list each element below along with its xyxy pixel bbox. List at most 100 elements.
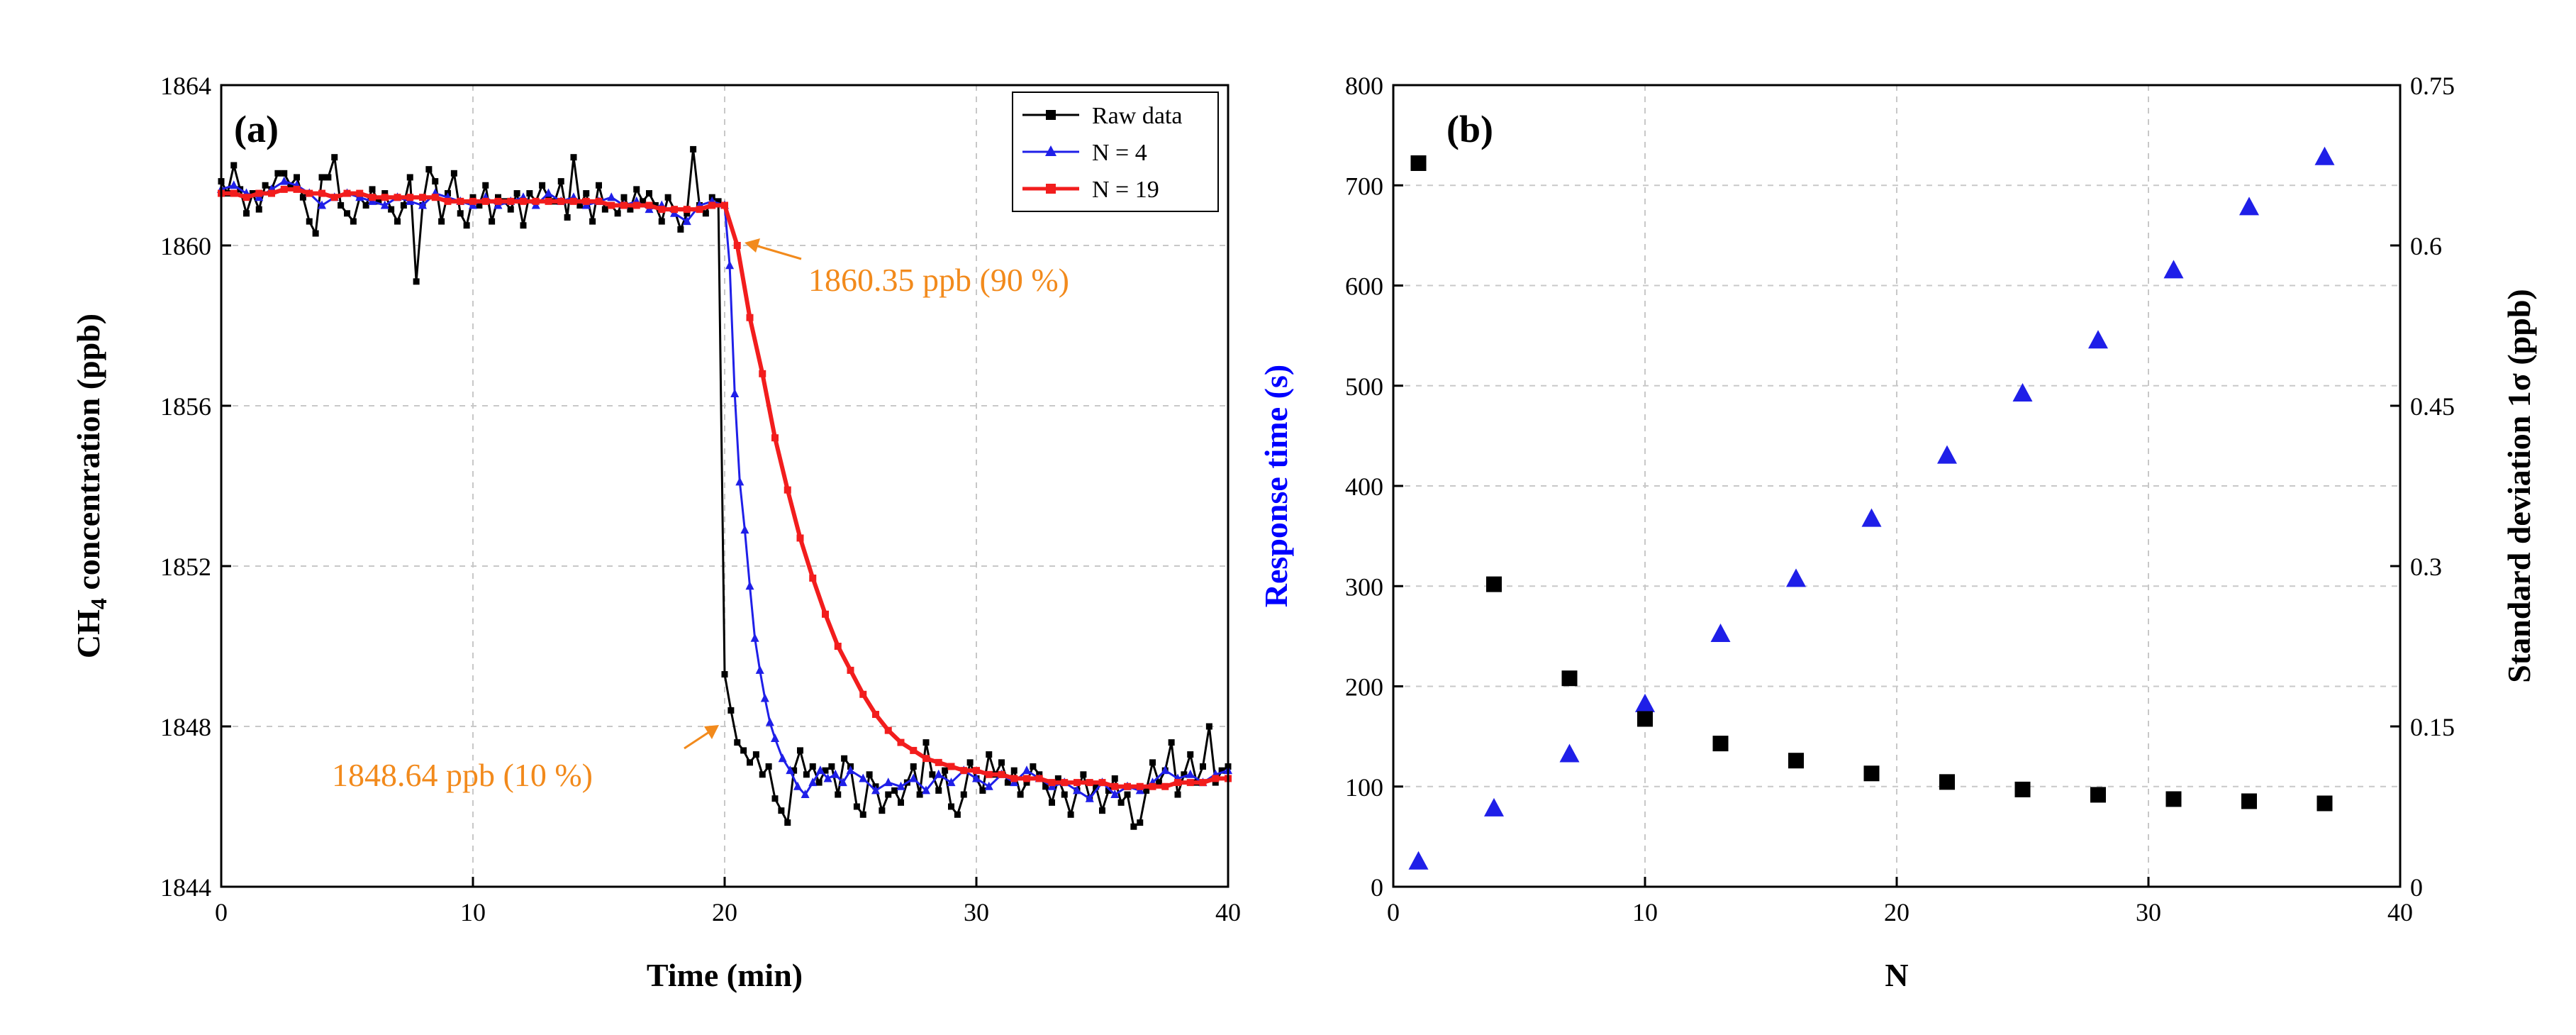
panel-a-point-0 bbox=[564, 214, 571, 221]
panel-a-point-2 bbox=[381, 194, 389, 201]
panel-a-point-2 bbox=[255, 189, 263, 197]
panel-a-point-2 bbox=[658, 206, 666, 214]
panel-a-point-2 bbox=[847, 666, 854, 674]
panel-a-point-2 bbox=[721, 201, 728, 209]
panel-a-point-0 bbox=[822, 767, 829, 774]
panel-a-point-2 bbox=[733, 242, 741, 249]
panel-a-grid bbox=[221, 85, 1228, 887]
panel-b-grid bbox=[1393, 85, 2400, 887]
response-time-point bbox=[1484, 797, 1504, 817]
panel-a-point-0 bbox=[1117, 799, 1125, 806]
panel-a-point-1 bbox=[725, 260, 735, 270]
panel-b-left-tick-label: 700 bbox=[1345, 172, 1383, 200]
panel-a-point-0 bbox=[734, 739, 741, 746]
panel-a-point-0 bbox=[299, 194, 306, 201]
panel-a-point-2 bbox=[884, 726, 892, 734]
panel-a-point-1 bbox=[786, 765, 795, 775]
panel-a-point-1 bbox=[823, 773, 832, 782]
panel-a-point-1 bbox=[318, 200, 326, 209]
panel-a-point-0 bbox=[1200, 763, 1206, 770]
panel-a-point-0 bbox=[966, 759, 974, 766]
panel-a-point-0 bbox=[815, 779, 823, 786]
panel-a-point-1 bbox=[760, 693, 769, 702]
panel-b-left-tick-label: 500 bbox=[1345, 372, 1383, 401]
panel-a-point-0 bbox=[526, 190, 533, 197]
panel-a-point-0 bbox=[539, 182, 546, 189]
panel-b-left-tick-label: 200 bbox=[1345, 673, 1383, 702]
panel-a-point-2 bbox=[1035, 775, 1043, 782]
panel-b-label: (b) bbox=[1446, 108, 1493, 150]
panel-a-point-1 bbox=[947, 777, 956, 787]
std-dev-point bbox=[2241, 793, 2257, 809]
panel-a-point-0 bbox=[752, 751, 759, 758]
annotation-90-arrow-head bbox=[745, 238, 760, 253]
panel-a-point-0 bbox=[1137, 819, 1144, 826]
panel-b-left-tick-label: 600 bbox=[1345, 272, 1383, 301]
panel-a-point-2 bbox=[708, 201, 716, 209]
panel-a-point-2 bbox=[406, 194, 414, 201]
panel-a-point-1 bbox=[801, 790, 810, 799]
panel-b-left-axis-title: Response time (s) bbox=[1258, 365, 1294, 607]
panel-a-point-2 bbox=[1161, 782, 1169, 790]
panel-a-point-0 bbox=[646, 190, 652, 197]
panel-a-point-0 bbox=[954, 811, 961, 818]
panel-a-point-2 bbox=[507, 197, 515, 205]
panel-a-point-1 bbox=[1110, 790, 1120, 799]
panel-a-series bbox=[217, 145, 1232, 830]
panel-a-point-2 bbox=[444, 197, 452, 205]
response-time-point bbox=[1937, 445, 1957, 464]
panel-a-point-2 bbox=[268, 189, 275, 197]
panel-a-point-2 bbox=[330, 194, 338, 201]
panel-a-point-0 bbox=[1187, 751, 1194, 758]
panel-a-point-1 bbox=[972, 773, 981, 782]
panel-a-point-2 bbox=[1111, 782, 1119, 790]
panel-a-point-2 bbox=[1136, 782, 1144, 790]
panel-a-point-0 bbox=[545, 194, 552, 201]
panel-a-point-0 bbox=[576, 202, 584, 209]
panel-a-point-2 bbox=[1199, 779, 1207, 787]
panel-b-right-tick-label: 0.45 bbox=[2410, 392, 2455, 421]
legend-n19-text: N = 19 bbox=[1092, 177, 1159, 203]
panel-a-point-2 bbox=[973, 767, 980, 775]
panel-a-point-1 bbox=[1073, 785, 1081, 795]
panel-a-point-1 bbox=[909, 773, 918, 782]
panel-a-point-2 bbox=[771, 434, 779, 442]
panel-a-point-1 bbox=[934, 769, 943, 778]
panel-a-x-tick-label: 10 bbox=[460, 898, 486, 926]
panel-a-point-2 bbox=[608, 201, 615, 209]
panel-a-point-0 bbox=[866, 771, 873, 778]
panel-a-chart: 0 10 20 30 40 1844 1848 1852 1856 1860 1864 (a) Ti… bbox=[70, 72, 1241, 993]
panel-a-point-0 bbox=[513, 190, 520, 197]
panel-a-point-0 bbox=[1205, 723, 1212, 730]
panel-a-point-1 bbox=[922, 785, 930, 795]
response-time-point bbox=[2012, 383, 2033, 402]
std-dev-point bbox=[1863, 765, 1880, 782]
panel-a-point-0 bbox=[1212, 779, 1219, 786]
panel-a-point-0 bbox=[702, 210, 709, 217]
panel-a-point-2 bbox=[230, 189, 238, 197]
panel-a-point-2 bbox=[520, 197, 527, 205]
panel-a-point-2 bbox=[1212, 775, 1220, 782]
panel-a-point-2 bbox=[582, 197, 590, 205]
panel-a-point-0 bbox=[557, 178, 564, 185]
legend-n19-marker bbox=[1046, 184, 1056, 194]
panel-a-point-0 bbox=[596, 182, 602, 189]
legend-raw-text: Raw data bbox=[1092, 103, 1182, 129]
response-time-point bbox=[1710, 624, 1731, 643]
panel-a-point-2 bbox=[1149, 782, 1156, 790]
panel-a-point-0 bbox=[457, 210, 464, 217]
panel-a-point-0 bbox=[1149, 759, 1156, 766]
panel-a-point-1 bbox=[871, 785, 880, 795]
panel-a-point-2 bbox=[306, 189, 313, 197]
panel-a-point-0 bbox=[898, 799, 904, 806]
panel-a-point-2 bbox=[897, 738, 905, 746]
panel-a-point-2 bbox=[1074, 779, 1081, 787]
panel-a-point-2 bbox=[947, 763, 955, 770]
panel-a-point-2 bbox=[859, 690, 867, 698]
panel-a-point-2 bbox=[1086, 779, 1093, 787]
panel-a-point-0 bbox=[312, 230, 319, 237]
panel-a-point-2 bbox=[960, 767, 968, 775]
panel-a-point-2 bbox=[784, 486, 791, 494]
panel-a-point-0 bbox=[658, 218, 665, 225]
